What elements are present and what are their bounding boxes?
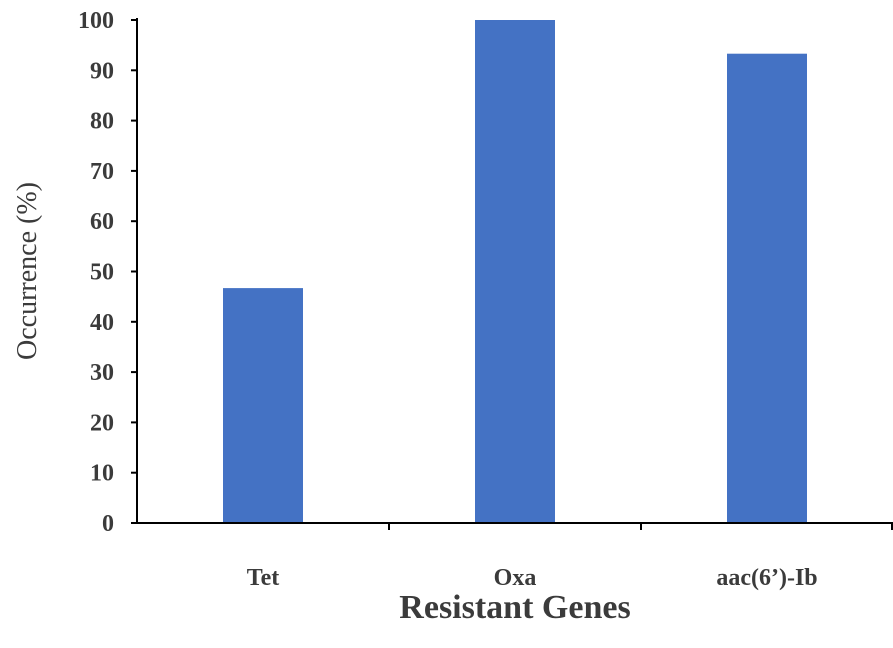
- y-tick-label-8: 80: [90, 109, 114, 135]
- bar-1: [475, 20, 555, 523]
- x-tick-label-1: Oxa: [494, 565, 537, 591]
- y-tick-label-7: 70: [90, 159, 114, 185]
- bars: [223, 20, 807, 524]
- y-tick-label-10: 100: [78, 8, 114, 34]
- y-axis-title: Occurrence (%): [12, 182, 43, 360]
- y-tick-label-0: 0: [102, 511, 114, 537]
- x-tick-label-0: Tet: [247, 565, 279, 591]
- y-axis: 0 10 20 30 40 50 60 70 80 90 100: [78, 8, 138, 537]
- y-tick-label-3: 30: [90, 360, 114, 386]
- y-tick-label-5: 50: [90, 260, 114, 286]
- y-tick-label-1: 10: [90, 461, 114, 487]
- bar-2: [727, 53, 807, 524]
- x-axis-title: Resistant Genes: [399, 589, 630, 626]
- x-tick-label-2: aac(6’)-Ib: [716, 565, 817, 591]
- y-tick-label-9: 90: [90, 58, 114, 84]
- y-tick-label-2: 20: [90, 410, 114, 436]
- x-axis: Tet Oxa aac(6’)-Ib: [136, 522, 893, 591]
- bar-0: [223, 288, 303, 523]
- y-tick-label-4: 40: [90, 310, 114, 336]
- y-tick-label-6: 60: [90, 209, 114, 235]
